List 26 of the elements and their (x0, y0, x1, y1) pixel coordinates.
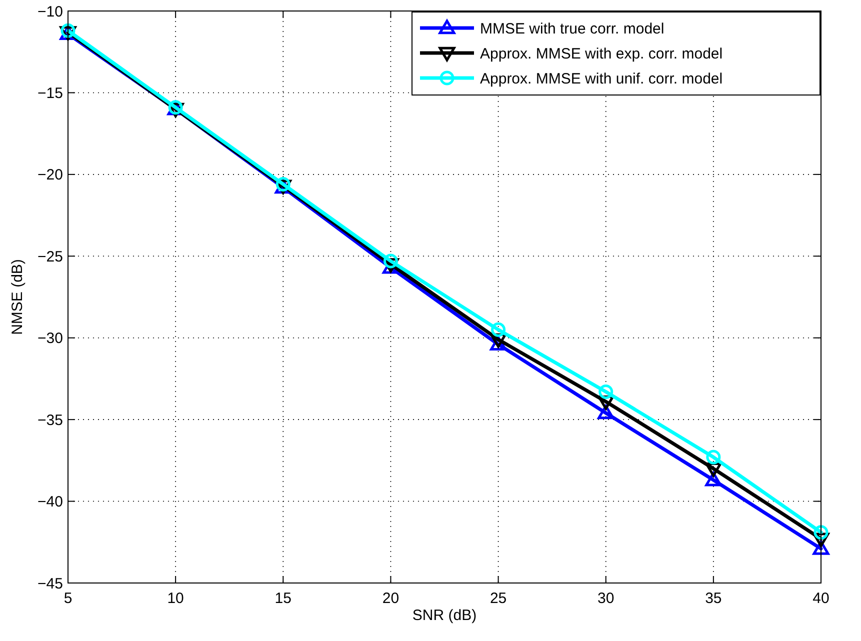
x-tick-label: 15 (274, 590, 292, 607)
legend-label: Approx. MMSE with unif. corr. model (480, 70, 723, 88)
x-tick-label: 25 (490, 590, 507, 607)
y-tick-label: −40 (38, 494, 63, 511)
legend-label: MMSE with true corr. model (480, 20, 664, 38)
x-tick-label: 35 (705, 590, 722, 607)
y-axis-title: NMSE (dB) (9, 259, 26, 335)
y-tick-label: −10 (38, 3, 63, 20)
x-tick-label: 40 (812, 590, 830, 607)
point (706, 450, 721, 464)
point (814, 525, 828, 540)
point (491, 322, 506, 337)
x-tick-label: 30 (598, 590, 614, 607)
x-tick-label: 5 (64, 590, 72, 607)
y-tick-label: −45 (38, 575, 63, 592)
y-tick-label: −20 (38, 166, 63, 184)
y-tick-label: −25 (38, 248, 63, 266)
point (598, 384, 614, 400)
y-tick-label: −15 (38, 84, 63, 102)
x-axis-title: SNR (dB) (412, 607, 477, 624)
y-tick-label: −35 (38, 412, 63, 429)
x-tick-label: 20 (382, 590, 400, 607)
x-tick-label: 10 (167, 590, 184, 607)
point (383, 254, 398, 268)
y-tick-label: −30 (38, 330, 63, 348)
legend-label: Approx. MMSE with exp. corr. model (480, 45, 723, 62)
